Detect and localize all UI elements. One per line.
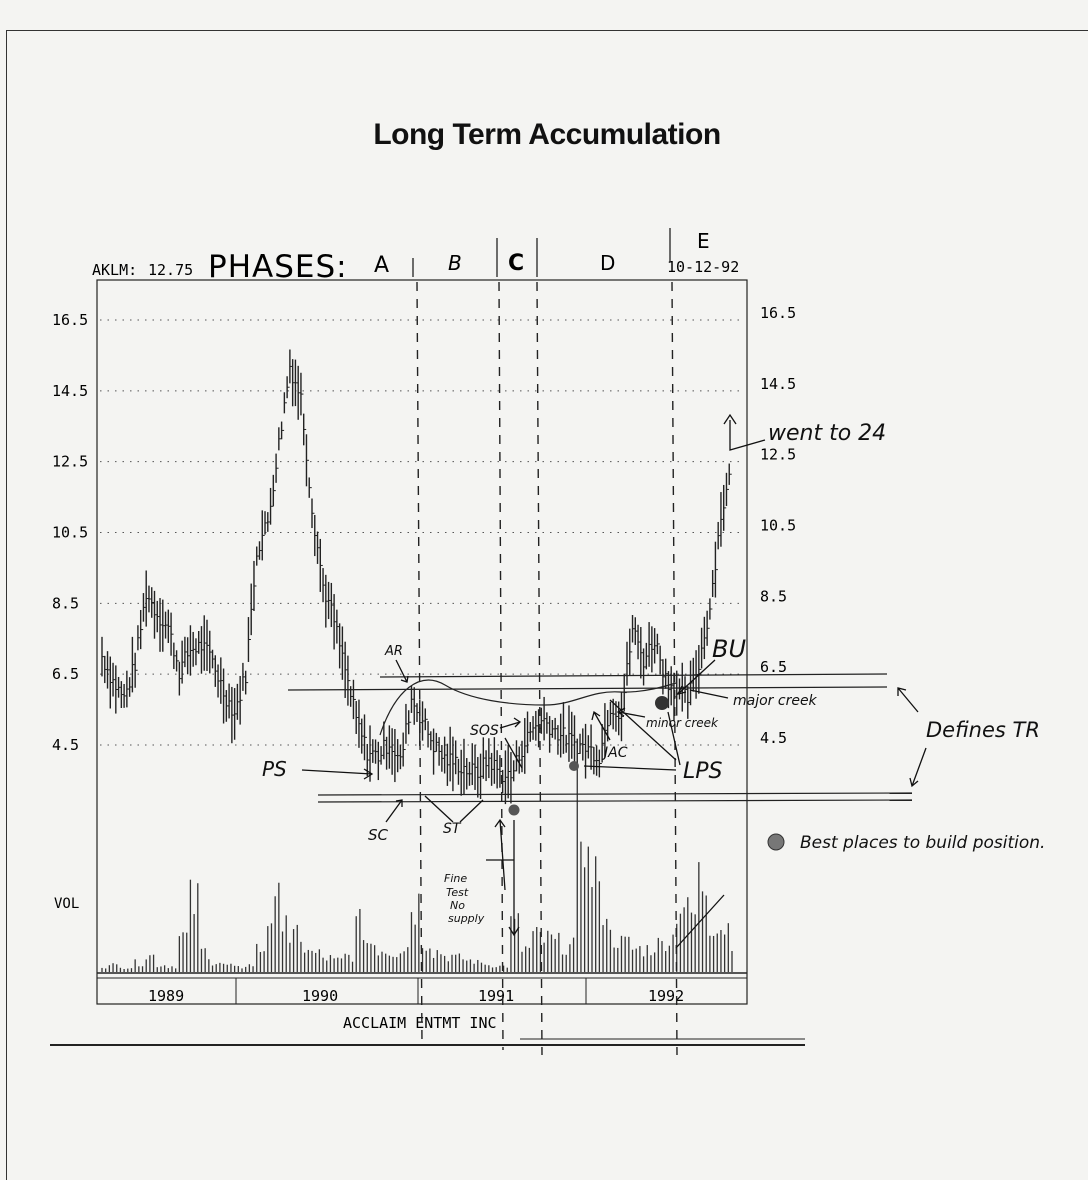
annotation-ps: PS xyxy=(262,757,287,781)
arrow-major-creek xyxy=(689,689,729,699)
annotation-sc: SC xyxy=(368,826,389,844)
arrow-fine-test xyxy=(486,820,520,937)
phase-c: C xyxy=(508,251,524,276)
arrow-ar xyxy=(395,659,409,683)
minor-creek-curve xyxy=(379,679,677,736)
ticker-label: AKLM: xyxy=(92,261,137,279)
annotation-bu: BU xyxy=(712,635,746,663)
legend-dot xyxy=(767,833,785,851)
y-tick-left: 4.5 xyxy=(52,736,79,754)
phase-d: D xyxy=(600,251,615,275)
arrow-sc xyxy=(385,799,403,823)
arrow-st-1 xyxy=(424,795,454,823)
y-tick-right: 12.5 xyxy=(760,446,796,464)
annotation-arrows xyxy=(301,413,927,949)
y-tick-right: 16.5 xyxy=(760,304,796,322)
page-title: Long Term Accumulation xyxy=(373,118,721,151)
y-tick-labels: 16.5 16.5 14.5 14.5 12.5 12.5 10.5 10.5 8.5 8.5 6.… xyxy=(52,304,796,754)
arrow-test-up xyxy=(494,818,506,891)
annotation-defines-tr: Defines TR xyxy=(926,718,1040,742)
annotation-major-creek: major creek xyxy=(733,693,818,709)
arrow-ps xyxy=(301,768,374,780)
resistance-line-2 xyxy=(379,673,888,678)
gridlines xyxy=(100,319,745,746)
arrow-defines-tr-2 xyxy=(909,747,927,788)
y-tick-left: 14.5 xyxy=(52,382,88,400)
phase-e: E xyxy=(697,229,710,253)
annotation-fine-test: Fine xyxy=(444,872,467,885)
best-place-dot-1 xyxy=(508,804,520,816)
last-price: 12.75 xyxy=(148,261,193,279)
arrow-lps-1 xyxy=(583,765,677,771)
annotation-fine-test-4: supply xyxy=(448,912,485,925)
y-tick-right: 4.5 xyxy=(760,729,787,747)
trading-range-lines xyxy=(287,673,913,803)
phase-divider-bc xyxy=(498,281,504,1051)
arrow-bu xyxy=(676,659,716,695)
page-frame xyxy=(6,30,1088,1180)
x-tick-label: 1991 xyxy=(478,987,514,1005)
annotation-fine-test-2: Test xyxy=(446,886,469,899)
phase-divider-cd xyxy=(536,281,543,1056)
annotation-legend: Best places to build position. xyxy=(800,833,1045,853)
volume-trendline xyxy=(675,894,725,949)
arrow-defines-tr-1 xyxy=(897,687,919,713)
arrow-sos xyxy=(499,717,522,729)
y-tick-right: 6.5 xyxy=(760,658,787,676)
y-tick-left: 10.5 xyxy=(52,524,88,542)
annotation-jac: JAC xyxy=(601,745,628,761)
phases-label: PHASES: xyxy=(208,249,348,285)
y-tick-left: 8.5 xyxy=(52,594,79,612)
y-tick-left: 12.5 xyxy=(52,453,88,471)
price-bars xyxy=(101,349,732,805)
arrow-st-2 xyxy=(459,799,484,823)
best-place-dot-3 xyxy=(655,696,669,710)
company-name: ACCLAIM ENTMT INC xyxy=(343,1014,497,1032)
bracket-went-to-24 xyxy=(723,413,766,451)
header-date: 10-12-92 xyxy=(667,258,739,276)
y-tick-right: 10.5 xyxy=(760,517,796,535)
y-tick-right: 14.5 xyxy=(760,375,796,393)
annotation-sos: SOS xyxy=(470,723,499,739)
arrow-minor-creek xyxy=(616,707,646,718)
best-place-dot-2 xyxy=(569,761,579,771)
phase-a: A xyxy=(374,253,389,278)
annotation-fine-test-3: No xyxy=(450,899,465,912)
volume-bars xyxy=(101,752,733,972)
support-line-2 xyxy=(317,799,913,803)
y-tick-left: 6.5 xyxy=(52,665,79,683)
arrow-lps-3 xyxy=(667,711,681,766)
support-line xyxy=(317,792,913,796)
annotation-lps: LPS xyxy=(683,759,723,784)
y-tick-right: 8.5 xyxy=(760,587,787,605)
y-tick-left: 16.5 xyxy=(52,311,88,329)
phase-divider-ab xyxy=(416,281,423,1046)
phase-dividers xyxy=(416,281,678,1056)
volume-label: VOL xyxy=(54,896,79,912)
resistance-line xyxy=(287,686,888,691)
x-tick-label: 1990 xyxy=(302,987,338,1005)
arrow-jac xyxy=(591,710,611,741)
annotation-ar: AR xyxy=(384,644,403,659)
x-tick-labels: 1989 1990 1991 1992 xyxy=(148,987,684,1005)
x-tick-label: 1992 xyxy=(648,987,684,1005)
arrow-sos-2 xyxy=(504,737,523,769)
annotation-st: ST xyxy=(443,821,462,837)
annotation-went-to-24: went to 24 xyxy=(768,421,886,446)
annotation-minor-creek: minor creek xyxy=(646,716,719,730)
phase-b: B xyxy=(448,251,462,275)
x-tick-label: 1989 xyxy=(148,987,184,1005)
